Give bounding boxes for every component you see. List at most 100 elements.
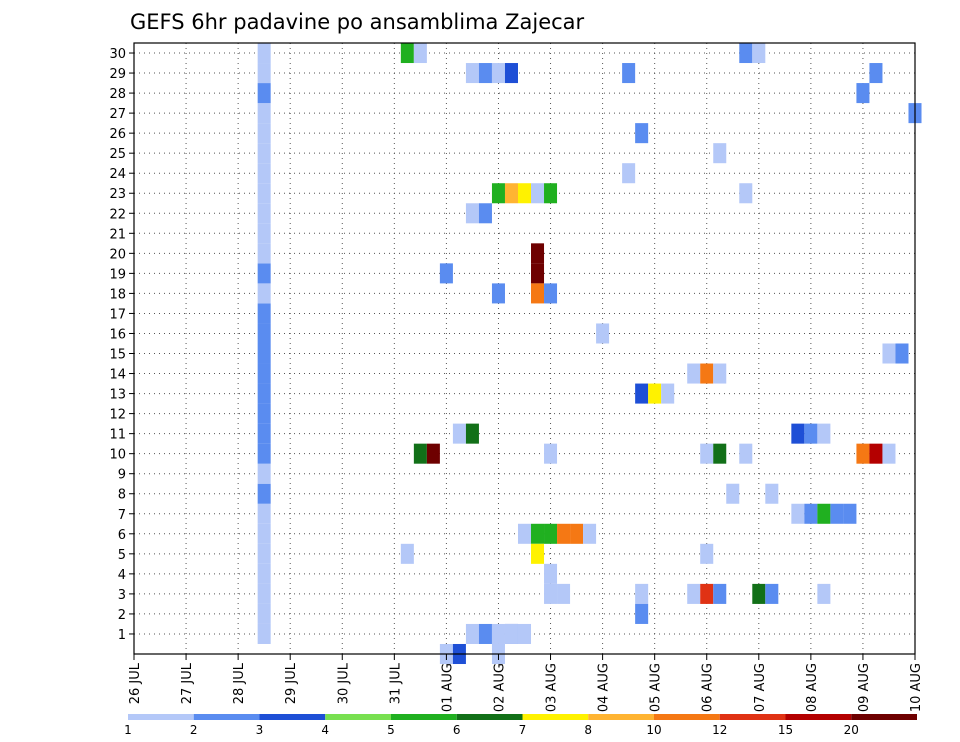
heatmap-cell bbox=[817, 503, 831, 524]
x-tick-label: 07 AUG bbox=[753, 663, 768, 712]
colorbar-swatch bbox=[654, 714, 720, 720]
heatmap-cell bbox=[478, 203, 492, 224]
heatmap-cell bbox=[531, 543, 545, 564]
y-tick-label: 16 bbox=[109, 327, 126, 342]
colorbar-swatch bbox=[128, 714, 194, 720]
heatmap-cell bbox=[804, 423, 818, 444]
x-tick-label: 27 JUL bbox=[180, 662, 195, 704]
colorbar-label: 6 bbox=[453, 723, 461, 737]
colorbar-label: 12 bbox=[712, 723, 727, 737]
colorbar-swatch bbox=[193, 714, 260, 720]
heatmap-cell bbox=[752, 43, 766, 64]
heatmap-cell bbox=[622, 63, 636, 84]
y-tick-label: 14 bbox=[109, 368, 126, 383]
heatmap-cell bbox=[544, 583, 558, 604]
heatmap-cell bbox=[257, 303, 271, 324]
heatmap-cell bbox=[739, 43, 753, 64]
heatmap-cell bbox=[257, 283, 271, 304]
heatmap-cell bbox=[817, 423, 831, 444]
y-tick-label: 20 bbox=[109, 247, 126, 262]
chart-title: GEFS 6hr padavine po ansamblima Zajecar bbox=[130, 10, 585, 34]
y-tick-label: 25 bbox=[109, 147, 126, 162]
heatmap-cell bbox=[517, 523, 532, 544]
heatmap-cell bbox=[531, 183, 545, 204]
heatmap-cell bbox=[257, 123, 271, 144]
heatmap-cell bbox=[544, 183, 558, 204]
colorbar-label: 7 bbox=[519, 723, 527, 737]
y-tick-label: 21 bbox=[109, 227, 126, 242]
y-tick-label: 15 bbox=[109, 348, 126, 363]
y-tick-label: 29 bbox=[109, 67, 126, 82]
x-tick-label: 26 JUL bbox=[128, 662, 143, 704]
heatmap-cell bbox=[257, 43, 271, 64]
heatmap-cell bbox=[544, 523, 558, 544]
colorbar-label: 5 bbox=[387, 723, 395, 737]
x-tick-label: 30 JUL bbox=[336, 662, 351, 704]
heatmap-cell bbox=[635, 603, 649, 624]
heatmap-cell bbox=[413, 443, 427, 464]
heatmap-cell bbox=[491, 623, 505, 644]
heatmap-cell bbox=[752, 583, 766, 604]
heatmap-cell bbox=[465, 63, 479, 84]
heatmap-cell bbox=[504, 183, 518, 204]
x-tick-label: 03 AUG bbox=[545, 663, 560, 712]
heatmap-cell bbox=[491, 183, 505, 204]
heatmap-cell bbox=[257, 343, 271, 364]
colorbar-swatch bbox=[588, 714, 654, 720]
heatmap-cell bbox=[257, 623, 271, 644]
heatmap-cell bbox=[504, 623, 518, 644]
y-tick-label: 8 bbox=[118, 488, 126, 503]
heatmap-cell bbox=[700, 443, 714, 464]
x-tick-label: 09 AUG bbox=[857, 663, 872, 712]
heatmap-cell bbox=[426, 443, 440, 464]
colorbar-label: 8 bbox=[584, 723, 592, 737]
x-tick-label: 02 AUG bbox=[492, 663, 507, 712]
heatmap-cell bbox=[804, 503, 818, 524]
heatmap-cell bbox=[257, 383, 271, 404]
heatmap-cell bbox=[257, 83, 271, 104]
colorbar-swatch bbox=[325, 714, 391, 720]
heatmap-cell bbox=[687, 583, 701, 604]
heatmap-cell bbox=[713, 143, 727, 164]
heatmap-cell bbox=[739, 443, 753, 464]
heatmap-cell bbox=[557, 583, 571, 604]
heatmap-cell bbox=[257, 463, 271, 484]
heatmap-cell bbox=[257, 543, 271, 564]
heatmap-cell bbox=[817, 583, 831, 604]
colorbar-swatch bbox=[851, 714, 917, 720]
colorbar-label: 1 bbox=[124, 723, 132, 737]
heatmap-cell bbox=[739, 183, 753, 204]
y-tick-label: 6 bbox=[118, 528, 126, 543]
y-tick-label: 10 bbox=[109, 448, 126, 463]
heatmap-cell bbox=[544, 443, 558, 464]
colorbar-swatch bbox=[719, 714, 786, 720]
heatmap-cell bbox=[257, 603, 271, 624]
heatmap-cell bbox=[257, 423, 271, 444]
colorbar-label: 2 bbox=[190, 723, 198, 737]
heatmap-cell bbox=[257, 223, 271, 244]
heatmap-cell bbox=[400, 543, 414, 564]
heatmap-cell bbox=[257, 63, 271, 84]
heatmap-cell bbox=[869, 63, 883, 84]
heatmap-cell bbox=[882, 443, 896, 464]
heatmap-cell bbox=[622, 163, 636, 184]
heatmap-cell bbox=[856, 83, 870, 104]
grid-lines bbox=[134, 43, 915, 654]
y-tick-label: 26 bbox=[109, 127, 126, 142]
heatmap-cell bbox=[257, 363, 271, 384]
heatmap-cell bbox=[596, 323, 610, 344]
colorbar-label: 4 bbox=[321, 723, 329, 737]
heatmap-cell bbox=[726, 483, 740, 504]
plot-frame bbox=[133, 42, 916, 655]
y-tick-label: 13 bbox=[109, 388, 126, 403]
y-tick-label: 30 bbox=[109, 47, 126, 62]
colorbar-swatch bbox=[785, 714, 852, 720]
heatmap-cell bbox=[517, 183, 532, 204]
y-tick-label: 23 bbox=[109, 187, 126, 202]
heatmap-cell bbox=[765, 583, 779, 604]
heatmap-cell bbox=[400, 43, 414, 64]
y-tick-label: 24 bbox=[109, 167, 126, 182]
heatmap-cell bbox=[257, 563, 271, 584]
heatmap-cell bbox=[791, 423, 805, 444]
